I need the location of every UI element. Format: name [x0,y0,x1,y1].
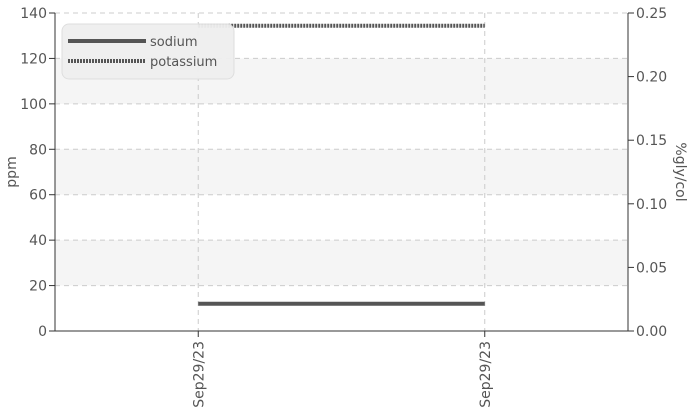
y-axis-left-tick-label: 80 [29,142,47,158]
y-axis-right-tick-label: 0.15 [636,133,667,149]
legend-label-sodium: sodium [150,35,198,50]
series-lines [198,23,485,306]
y-axis-right-title: %gly/col [672,142,688,201]
y-axis-right-tick-label: 0.00 [636,324,667,340]
background-bands [55,58,628,286]
x-axis-tick-label: Sep29/23 [478,341,494,408]
y-axis-left-tick-label: 40 [29,233,47,249]
legend: sodium potassium [61,23,235,80]
x-axis-tick-label: Sep29/23 [191,341,207,408]
y-axis-right-tick-label: 0.05 [636,260,667,276]
y-axis-left-title: ppm [4,156,20,187]
background-band [55,149,628,195]
y-axis-left-tick-label: 100 [20,97,47,113]
y-axis-right-tick-label: 0.25 [636,6,667,22]
y-axis-left-tick-label: 120 [20,51,47,67]
background-band [55,240,628,286]
legend-label-potassium: potassium [150,55,217,70]
y-axis-left-tick-label: 0 [38,324,47,340]
y-axis-left-tick-label: 60 [29,188,47,204]
y-axis-right-tick-label: 0.20 [636,70,667,86]
legend-box [61,23,235,80]
y-axis-left-tick-label: 140 [20,6,47,22]
axes: 0 20 40 60 80 100 120 140 0.00 0.05 0.10 0.15 0.20 0.… [20,6,667,408]
y-axis-right-tick-label: 0.10 [636,197,667,213]
y-axis-left-tick-label: 20 [29,279,47,295]
